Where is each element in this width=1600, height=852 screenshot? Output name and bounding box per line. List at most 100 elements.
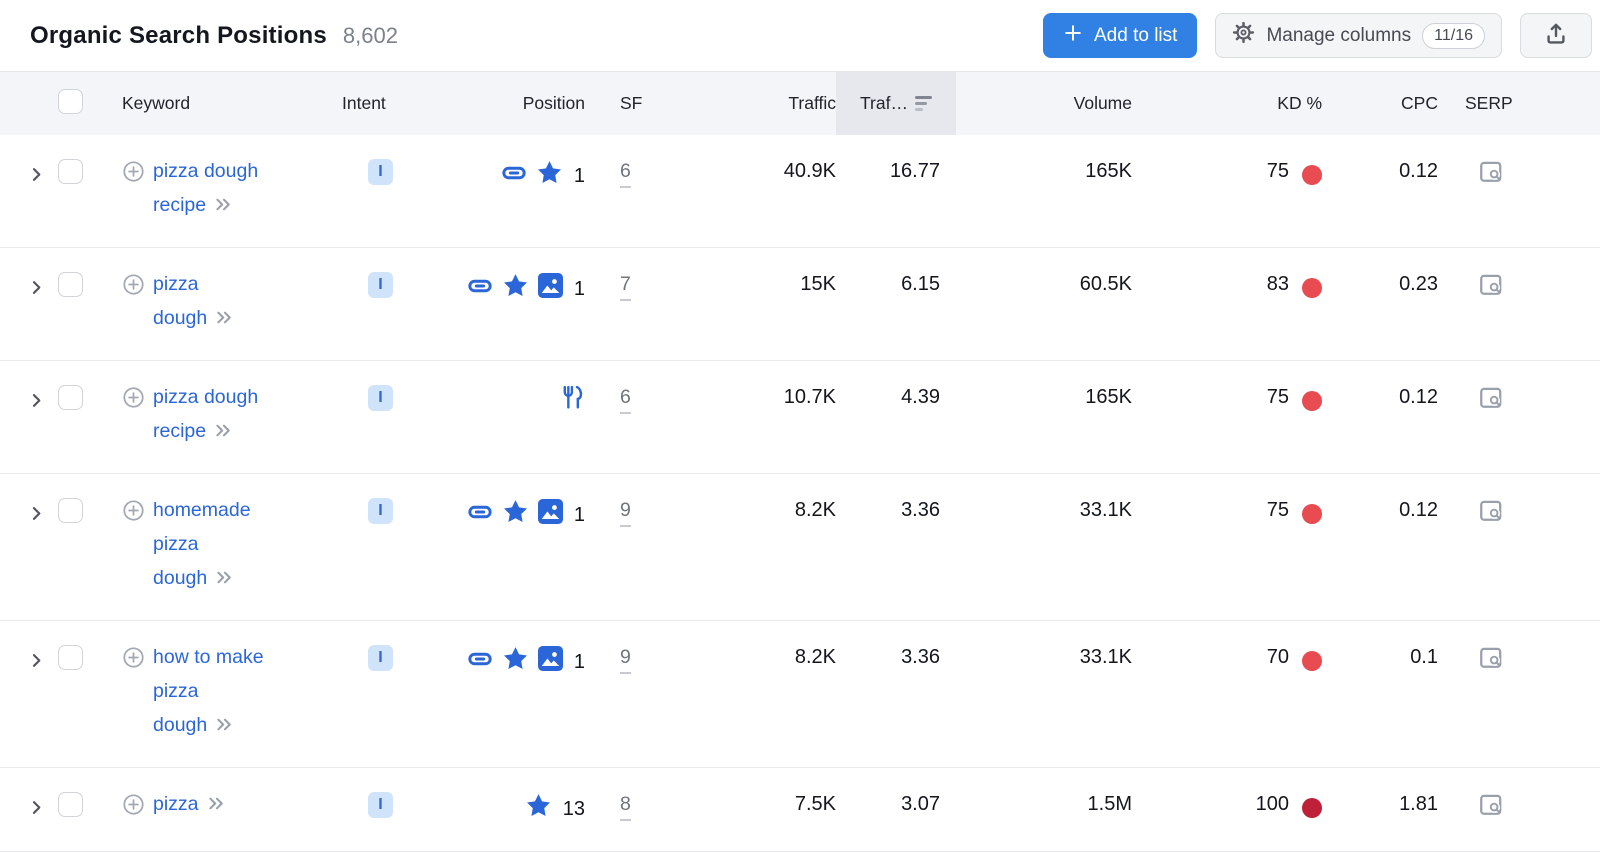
column-header-serp: SERP — [1465, 93, 1513, 113]
sort-descending-bars-icon — [914, 93, 932, 114]
total-count: 8,602 — [342, 22, 398, 48]
star-icon — [525, 792, 552, 831]
row-checkbox[interactable] — [58, 159, 83, 184]
traffic-pct-value: 6.15 — [901, 273, 940, 295]
plus-circle-icon[interactable] — [122, 160, 145, 227]
kd-value: 75 — [1266, 160, 1289, 182]
position-value: 1 — [573, 651, 585, 673]
row-expand-button[interactable] — [28, 275, 45, 308]
row-checkbox[interactable] — [58, 272, 83, 297]
kd-value: 75 — [1266, 386, 1289, 408]
row-expand-button[interactable] — [28, 795, 45, 828]
column-header-keyword: Keyword — [122, 93, 191, 113]
column-header-position[interactable]: Position — [522, 93, 585, 113]
row-expand-button[interactable] — [28, 648, 45, 681]
intent-badge-informational: I — [368, 272, 393, 298]
column-header-traffic-pct-sorted[interactable]: Traf… — [836, 72, 956, 135]
serp-preview-icon[interactable] — [1478, 385, 1504, 423]
row-expand-button[interactable] — [28, 388, 45, 421]
plus-circle-icon[interactable] — [122, 646, 145, 747]
keyword-link[interactable]: how to make pizza dough — [153, 646, 264, 736]
plus-circle-icon[interactable] — [122, 499, 145, 600]
keyword-link[interactable]: homemade pizza dough — [153, 499, 251, 589]
table-header-row: Keyword Intent Position SF Traffic Traf…… — [0, 72, 1600, 135]
table-row: pizza dough I — [0, 248, 1600, 361]
serp-preview-icon[interactable] — [1478, 272, 1504, 310]
kd-difficulty-dot — [1302, 650, 1322, 671]
recipes-icon — [560, 385, 585, 422]
plus-circle-icon[interactable] — [122, 386, 145, 453]
link-icon — [467, 646, 493, 684]
serp-features-count[interactable]: 6 — [620, 384, 631, 414]
position-value: 1 — [573, 278, 585, 300]
upload-icon — [1544, 22, 1568, 49]
serp-features-count[interactable]: 6 — [620, 158, 631, 188]
double-chevron-right-icon[interactable] — [214, 714, 235, 747]
star-icon — [502, 645, 529, 684]
traffic-pct-value: 4.39 — [901, 386, 940, 408]
traffic-value: 8.2K — [794, 646, 836, 668]
row-checkbox[interactable] — [58, 645, 83, 670]
kd-value: 75 — [1266, 499, 1289, 521]
plus-circle-icon[interactable] — [122, 273, 145, 340]
double-chevron-right-icon[interactable] — [214, 567, 235, 600]
keyword-link[interactable]: pizza — [153, 793, 199, 815]
keyword-link[interactable]: pizza dough recipe — [153, 160, 259, 216]
traffic-pct-value: 3.36 — [901, 646, 940, 668]
serp-features-count[interactable]: 9 — [620, 497, 631, 527]
serp-features-count[interactable]: 8 — [620, 791, 631, 821]
double-chevron-right-icon[interactable] — [214, 307, 235, 340]
select-all-checkbox[interactable] — [58, 88, 83, 114]
star-icon — [502, 272, 529, 311]
add-to-list-button[interactable]: Add to list — [1043, 13, 1198, 58]
traffic-value: 7.5K — [794, 793, 836, 815]
link-icon — [467, 499, 493, 537]
serp-preview-icon[interactable] — [1478, 498, 1504, 536]
kd-difficulty-dot — [1302, 277, 1322, 298]
column-header-kd[interactable]: KD % — [1277, 93, 1322, 113]
plus-circle-icon[interactable] — [122, 793, 145, 828]
keyword-link[interactable]: pizza dough recipe — [153, 386, 259, 442]
keyword-link[interactable]: pizza dough — [153, 273, 208, 329]
row-expand-button[interactable] — [28, 501, 45, 534]
double-chevron-right-icon[interactable] — [213, 194, 234, 227]
column-header-cpc[interactable]: CPC — [1401, 93, 1438, 113]
intent-badge-informational: I — [368, 645, 393, 671]
star-icon — [536, 159, 563, 198]
cpc-value: 0.12 — [1399, 160, 1438, 182]
volume-value: 60.5K — [1079, 273, 1132, 295]
manage-columns-button[interactable]: Manage columns 11/16 — [1215, 13, 1502, 58]
export-button[interactable] — [1520, 13, 1592, 58]
serp-preview-icon[interactable] — [1478, 645, 1504, 683]
table-body: pizza dough recipe I — [0, 135, 1600, 852]
double-chevron-right-icon[interactable] — [206, 793, 227, 826]
serp-features-count[interactable]: 9 — [620, 644, 631, 674]
plus-icon — [1063, 23, 1083, 49]
table-row: pizza dough recipe I — [0, 361, 1600, 474]
row-checkbox[interactable] — [58, 792, 83, 817]
image-pack-icon — [537, 273, 563, 310]
manage-columns-label: Manage columns — [1266, 24, 1412, 46]
column-header-intent: Intent — [342, 93, 386, 113]
link-icon — [467, 273, 493, 311]
serp-features-count[interactable]: 7 — [620, 271, 631, 301]
link-icon — [501, 160, 527, 198]
column-header-traffic[interactable]: Traffic — [788, 93, 836, 113]
serp-preview-icon[interactable] — [1478, 792, 1504, 830]
star-icon — [502, 498, 529, 537]
intent-badge-informational: I — [368, 792, 393, 818]
column-header-volume[interactable]: Volume — [1073, 93, 1132, 113]
row-checkbox[interactable] — [58, 498, 83, 523]
row-expand-button[interactable] — [28, 162, 45, 195]
traffic-pct-value: 3.36 — [901, 499, 940, 521]
volume-value: 33.1K — [1079, 499, 1132, 521]
cpc-value: 0.12 — [1399, 499, 1438, 521]
serp-preview-icon[interactable] — [1478, 159, 1504, 197]
double-chevron-right-icon[interactable] — [213, 420, 234, 453]
volume-value: 165K — [1085, 160, 1132, 182]
table-row: homemade pizza dough I — [0, 474, 1600, 621]
cpc-value: 0.1 — [1410, 646, 1438, 668]
volume-value: 165K — [1085, 386, 1132, 408]
kd-difficulty-dot — [1302, 503, 1322, 524]
row-checkbox[interactable] — [58, 385, 83, 410]
